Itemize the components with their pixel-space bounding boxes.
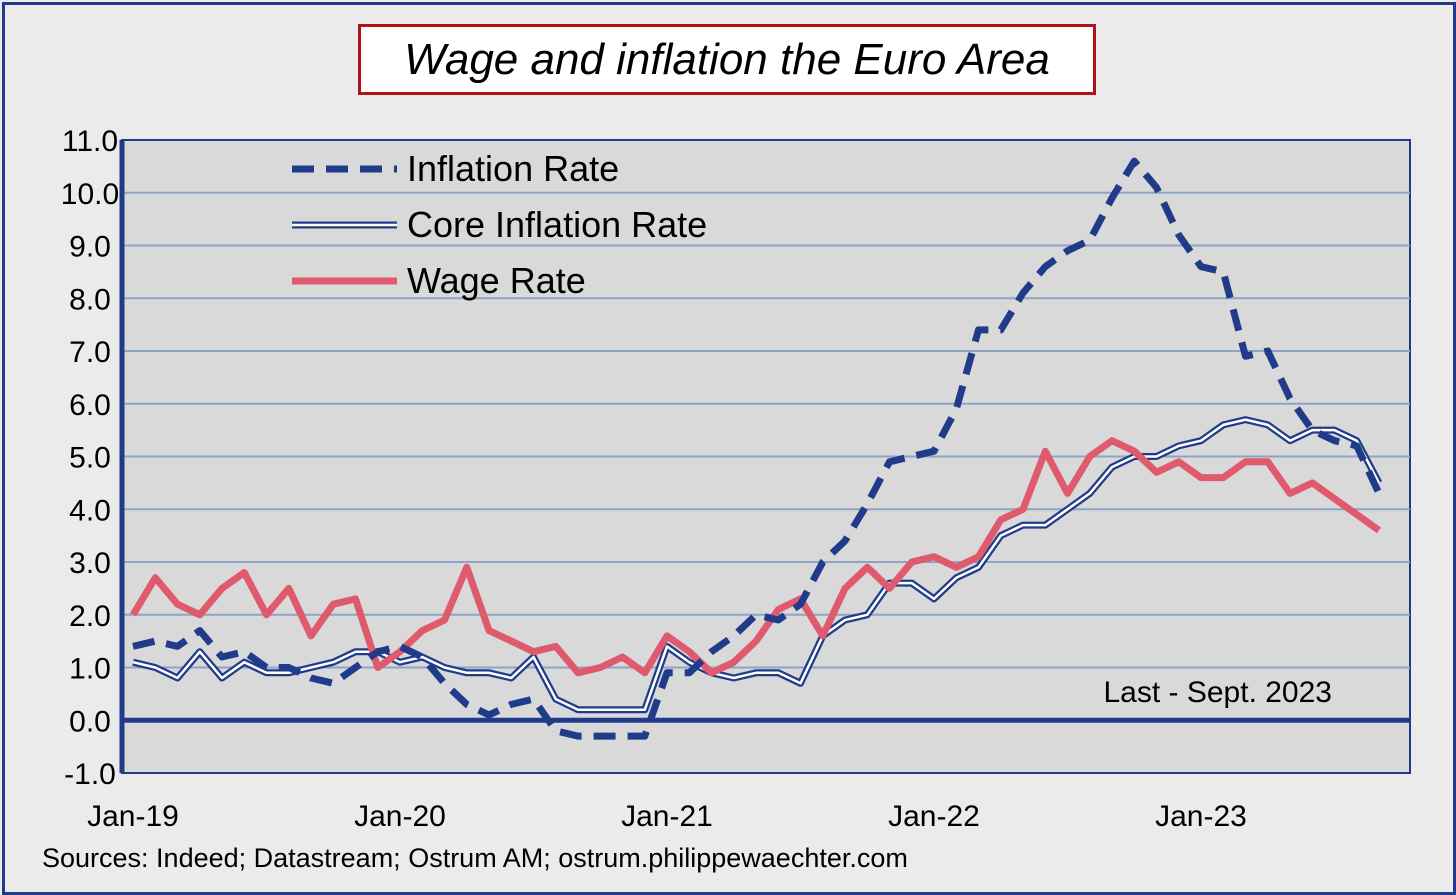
chart-title-box: Wage and inflation the Euro Area <box>358 24 1096 95</box>
x-tick-label: Jan-22 <box>888 800 980 833</box>
inflation-rate-line <box>132 157 1383 740</box>
y-tick-label: -1.0 <box>64 758 116 791</box>
source-note: Sources: Indeed; Datastream; Ostrum AM; … <box>42 843 908 873</box>
legend-label: Core Inflation Rate <box>407 204 707 245</box>
last-data-annotation: Last - Sept. 2023 <box>1104 676 1333 709</box>
legend-label: Inflation Rate <box>407 148 619 189</box>
x-axis-ticks: Jan-19 Jan-20 Jan-21 Jan-22 Jan-23 <box>87 800 1247 833</box>
core-inflation-line <box>132 418 1381 711</box>
x-tick-label: Jan-20 <box>354 800 446 833</box>
y-tick-label: 8.0 <box>69 283 111 316</box>
legend: Inflation Rate Core Inflation Rate Wage Ra… <box>292 148 707 301</box>
y-tick-label: 11.0 <box>62 125 118 158</box>
x-tick-label: Jan-19 <box>87 800 179 833</box>
x-tick-label: Jan-23 <box>1155 800 1247 833</box>
y-tick-label: 2.0 <box>69 600 111 633</box>
y-tick-label: 7.0 <box>69 336 111 369</box>
y-tick-label: 10.0 <box>61 178 119 211</box>
chart-title: Wage and inflation the Euro Area <box>404 34 1050 84</box>
series-lines <box>130 157 1383 740</box>
y-tick-label: 6.0 <box>69 389 111 422</box>
y-tick-label: 5.0 <box>69 442 111 475</box>
wage-rate-line <box>130 437 1382 677</box>
x-tick-label: Jan-21 <box>621 800 713 833</box>
y-tick-label: 9.0 <box>69 231 111 264</box>
y-tick-label: 0.0 <box>69 705 111 738</box>
y-axis-ticks: 11.0 10.0 9.0 8.0 7.0 6.0 5.0 4.0 3.0 2.0 1.0 0.0 -1… <box>61 125 119 791</box>
legend-label: Wage Rate <box>407 260 586 301</box>
y-tick-label: 4.0 <box>69 494 111 527</box>
y-tick-label: 3.0 <box>69 547 111 580</box>
y-tick-label: 1.0 <box>69 653 111 686</box>
gridlines <box>119 140 1410 773</box>
